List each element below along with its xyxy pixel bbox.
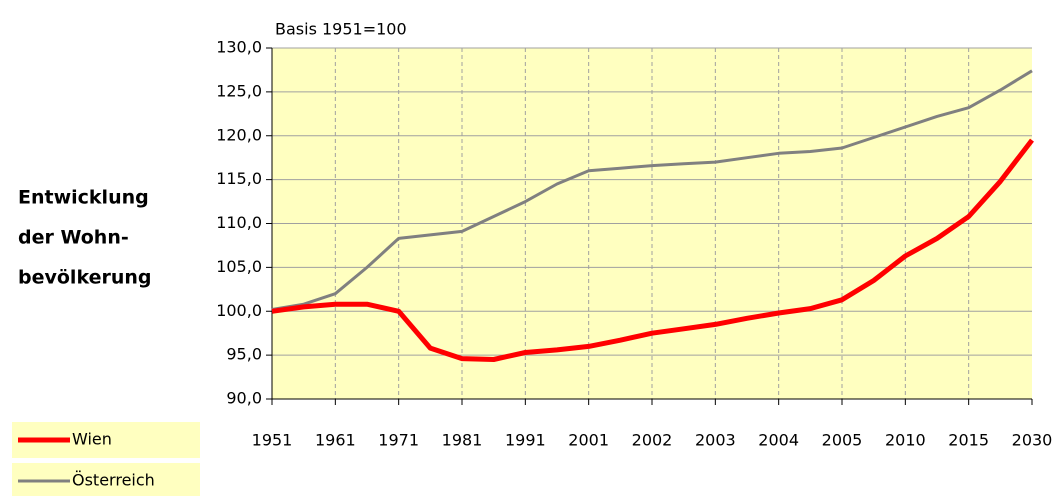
x-tick-label: 1961 bbox=[315, 431, 356, 450]
x-tick-label: 1981 bbox=[442, 431, 483, 450]
chart-subtitle: Basis 1951=100 bbox=[275, 20, 407, 39]
y-tick-label: 105,0 bbox=[216, 257, 262, 276]
x-tick-label: 2002 bbox=[632, 431, 673, 450]
x-tick-label: 1951 bbox=[252, 431, 293, 450]
side-title: Entwicklung bbox=[18, 187, 149, 209]
x-tick-label: 1991 bbox=[505, 431, 546, 450]
x-tick-label: 2001 bbox=[568, 431, 609, 450]
y-tick-label: 130,0 bbox=[216, 38, 262, 57]
x-tick-label: 2003 bbox=[695, 431, 736, 450]
legend-label: Österreich bbox=[72, 471, 155, 490]
x-tick-label: 2004 bbox=[758, 431, 799, 450]
x-tick-label: 2005 bbox=[822, 431, 863, 450]
side-title: bevölkerung bbox=[18, 267, 151, 289]
y-tick-label: 95,0 bbox=[226, 345, 262, 364]
series-line bbox=[271, 69, 1033, 311]
y-tick-label: 120,0 bbox=[216, 125, 262, 144]
legend-label: Wien bbox=[72, 430, 112, 449]
y-tick-label: 115,0 bbox=[216, 169, 262, 188]
x-tick-label: 2015 bbox=[948, 431, 989, 450]
y-tick-label: 100,0 bbox=[216, 301, 262, 320]
y-tick-label: 125,0 bbox=[216, 81, 262, 100]
x-tick-label: 1971 bbox=[378, 431, 419, 450]
y-tick-label: 90,0 bbox=[226, 389, 262, 408]
series-line bbox=[271, 138, 1034, 362]
x-tick-label: 2010 bbox=[885, 431, 926, 450]
x-tick-label: 2030 bbox=[1012, 431, 1053, 450]
side-title: der Wohn- bbox=[18, 227, 129, 249]
y-tick-label: 110,0 bbox=[216, 213, 262, 232]
